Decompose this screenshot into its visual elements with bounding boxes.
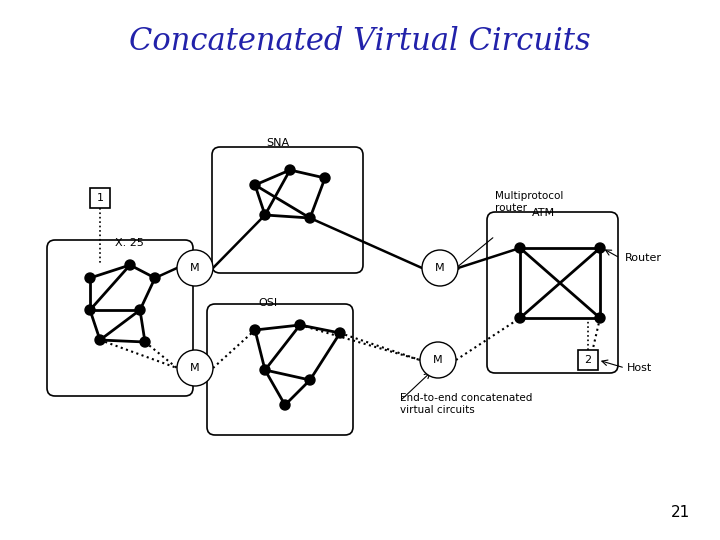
Circle shape: [125, 260, 135, 270]
Text: M: M: [435, 263, 445, 273]
Text: 1: 1: [96, 193, 104, 203]
Text: X. 25: X. 25: [115, 238, 144, 248]
Circle shape: [420, 342, 456, 378]
Circle shape: [335, 328, 345, 338]
FancyBboxPatch shape: [212, 147, 363, 273]
Text: ATM: ATM: [531, 208, 554, 218]
Text: Router: Router: [625, 253, 662, 263]
Text: M: M: [190, 363, 200, 373]
Circle shape: [280, 400, 290, 410]
Text: OSI: OSI: [258, 298, 278, 308]
Text: 2: 2: [585, 355, 592, 365]
Circle shape: [295, 320, 305, 330]
Circle shape: [85, 305, 95, 315]
FancyBboxPatch shape: [487, 212, 618, 373]
Text: Concatenated Virtual Circuits: Concatenated Virtual Circuits: [129, 26, 591, 57]
Text: End-to-end concatenated
virtual circuits: End-to-end concatenated virtual circuits: [400, 393, 532, 415]
Circle shape: [150, 273, 160, 283]
FancyBboxPatch shape: [47, 240, 193, 396]
Circle shape: [135, 305, 145, 315]
Circle shape: [95, 335, 105, 345]
FancyBboxPatch shape: [90, 188, 110, 208]
Circle shape: [595, 313, 605, 323]
Circle shape: [177, 250, 213, 286]
Circle shape: [250, 180, 260, 190]
Circle shape: [177, 350, 213, 386]
Circle shape: [85, 273, 95, 283]
Text: SNA: SNA: [266, 138, 289, 148]
Circle shape: [320, 173, 330, 183]
Circle shape: [305, 375, 315, 385]
Text: 21: 21: [671, 505, 690, 520]
Circle shape: [140, 337, 150, 347]
Circle shape: [305, 213, 315, 223]
Circle shape: [515, 313, 525, 323]
Circle shape: [515, 243, 525, 253]
Text: Multiprotocol
router: Multiprotocol router: [495, 191, 563, 213]
FancyBboxPatch shape: [578, 350, 598, 370]
Circle shape: [422, 250, 458, 286]
Circle shape: [260, 210, 270, 220]
FancyBboxPatch shape: [207, 304, 353, 435]
Text: M: M: [190, 263, 200, 273]
Text: M: M: [433, 355, 443, 365]
Circle shape: [260, 365, 270, 375]
Circle shape: [595, 243, 605, 253]
Text: Host: Host: [627, 363, 652, 373]
Circle shape: [285, 165, 295, 175]
Circle shape: [250, 325, 260, 335]
